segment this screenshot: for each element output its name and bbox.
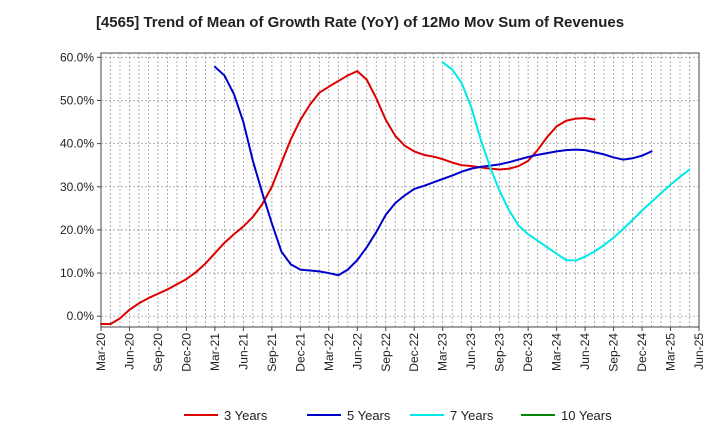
x-tick-label: Mar-23 [436,333,450,371]
y-axis: 0.0% 10.0% 20.0% 30.0% 40.0% 50.0% 60.0% [60,50,101,323]
x-tick-label: Jun-24 [578,333,592,370]
x-tick-label: Dec-22 [407,333,421,372]
x-tick-label: Jun-20 [122,333,136,370]
series-lines [100,61,691,325]
legend-label-3-years: 3 Years [224,408,268,423]
x-tick-label: Mar-22 [322,333,336,371]
plot-area [100,52,700,328]
x-tick-label: Mar-25 [664,333,678,371]
chart-title: [4565] Trend of Mean of Growth Rate (YoY… [95,14,625,31]
y-tick-label: 20.0% [60,223,94,237]
series-line-3-years [100,70,596,325]
y-tick-label: 30.0% [60,180,94,194]
x-tick-label: Dec-23 [521,333,535,372]
x-tick-label: Jun-22 [350,333,364,370]
x-tick-label: Sep-20 [151,333,165,372]
x-tick-label: Mar-20 [94,333,108,371]
x-tick-label: Sep-22 [379,333,393,372]
legend-label-10-years: 10 Years [561,408,612,423]
x-tick-label: Jun-23 [464,333,478,370]
x-tick-label: Sep-21 [265,333,279,372]
x-tick-label: Mar-21 [208,333,222,371]
legend: 3 Years 5 Years 7 Years 10 Years [184,408,612,423]
x-tick-label: Sep-24 [607,333,621,372]
series-line-5-years [213,65,653,277]
legend-label-5-years: 5 Years [347,408,391,423]
x-tick-label: Dec-21 [293,333,307,372]
x-tick-label: Dec-24 [635,333,649,372]
grid [101,53,699,327]
x-axis: Mar-20 Jun-20 Sep-20 Dec-20 Mar-21 Jun-21 Sep-… [94,327,706,372]
x-tick-label: Dec-20 [179,333,193,372]
y-tick-label: 60.0% [60,50,94,64]
legend-label-7-years: 7 Years [450,408,494,423]
x-tick-label: Jun-25 [692,333,706,370]
x-tick-label: Mar-24 [550,333,564,371]
y-tick-label: 50.0% [60,93,94,107]
x-tick-label: Sep-23 [493,333,507,372]
y-tick-label: 40.0% [60,137,94,151]
x-tick-label: Jun-21 [236,333,250,370]
y-tick-label: 0.0% [67,309,95,323]
y-tick-label: 10.0% [60,266,94,280]
series-line-7-years [441,61,691,262]
